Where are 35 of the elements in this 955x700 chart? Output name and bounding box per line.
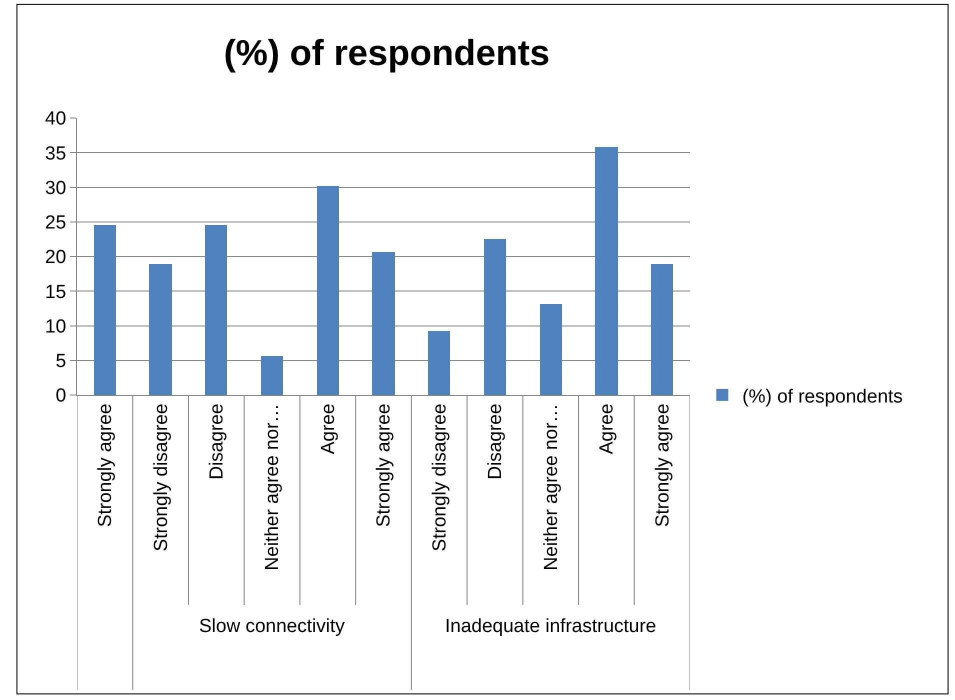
y-tick-label: 40 <box>45 108 66 130</box>
bar <box>372 252 395 395</box>
legend-label: (%) of respondents <box>742 386 903 408</box>
x-tick-label: Neither agree nor… <box>262 404 284 570</box>
bar <box>205 225 227 395</box>
y-tick-label: 35 <box>45 143 66 164</box>
y-tick-label: 20 <box>45 247 66 268</box>
y-tick-label: 5 <box>56 351 66 372</box>
text: Inadequate infrastructure <box>445 616 656 637</box>
bar <box>149 264 172 395</box>
bar <box>651 264 673 395</box>
x-tick-label: Agree <box>318 404 339 454</box>
y-tick-label: 0 <box>56 386 66 407</box>
x-tick-label: Disagree <box>485 404 506 480</box>
y-tick-label: 15 <box>45 282 66 303</box>
chart-title: (%) of respondents <box>224 32 550 74</box>
x-tick-label: Strongly disagree <box>429 404 450 552</box>
y-tick-label: 30 <box>45 178 66 199</box>
bar <box>428 331 450 395</box>
bar <box>540 304 562 395</box>
bar <box>484 239 506 395</box>
x-tick-label: Strongly agree <box>95 404 116 528</box>
bar <box>595 147 618 395</box>
y-tick-label: 10 <box>45 316 66 338</box>
x-tick-label: Disagree <box>206 404 228 480</box>
bar <box>261 356 283 395</box>
text: Slow connectivity <box>199 616 346 637</box>
bar <box>94 225 116 395</box>
x-tick-label: Agree <box>596 404 618 454</box>
y-tick-label: 25 <box>45 212 66 234</box>
x-tick-label: Strongly disagree <box>150 404 172 552</box>
x-tick-label: Strongly agree <box>652 404 674 528</box>
x-tick-label: Strongly agree <box>374 404 395 528</box>
x-tick-label: Neither agree nor… <box>540 404 562 570</box>
bar <box>317 186 339 395</box>
